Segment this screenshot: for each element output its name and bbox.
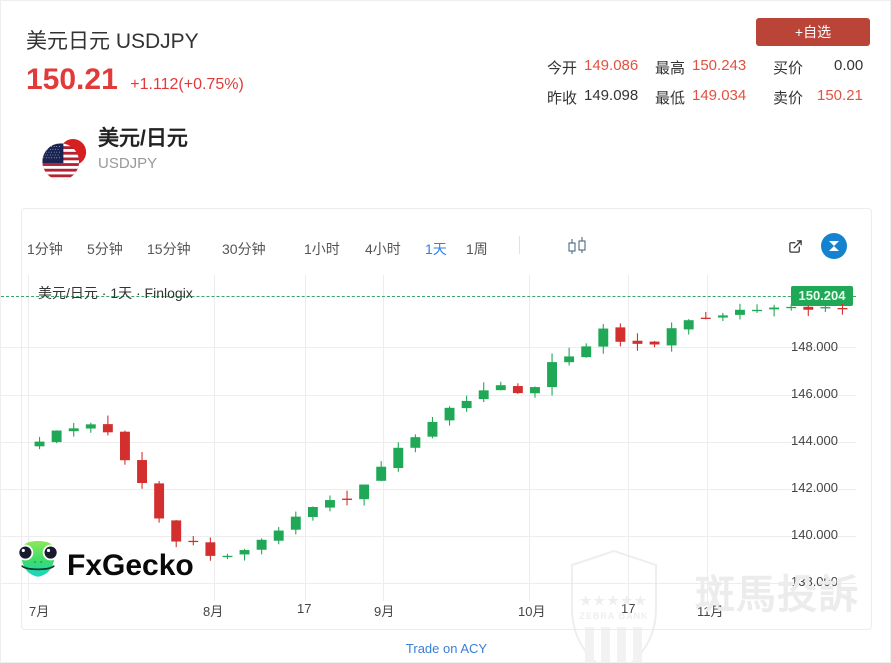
svg-text:ZEBRA BANK: ZEBRA BANK (579, 611, 648, 621)
